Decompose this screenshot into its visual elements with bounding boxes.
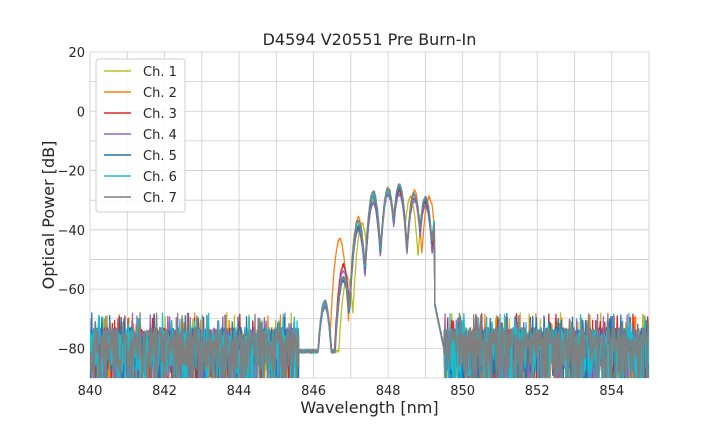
legend-label: Ch. 7 [143,191,177,206]
legend-label: Ch. 5 [143,149,177,164]
legend-label: Ch. 4 [143,128,177,143]
legend-box [95,58,186,213]
y-tick-label: −80 [58,342,85,357]
legend-label: Ch. 6 [143,170,177,185]
x-tick-label: 840 [78,384,103,399]
y-tick-label: −60 [58,283,85,298]
series-line-ch7 [90,183,649,378]
x-tick-label: 846 [301,384,326,399]
x-tick-label: 852 [525,384,550,399]
x-tick-label: 844 [227,384,252,399]
legend-label: Ch. 1 [143,65,177,80]
x-tick-label: 848 [376,384,401,399]
y-tick-label: 20 [68,46,85,61]
x-axis-label: Wavelength [nm] [300,398,438,417]
chart-title: D4594 V20551 Pre Burn-In [263,30,477,49]
x-tick-label: 854 [599,384,624,399]
series-layer [90,183,649,378]
y-tick-label: 0 [77,105,85,120]
legend-label: Ch. 2 [143,86,177,101]
legend: Ch. 1 Ch. 2 Ch. 3 Ch. 4 Ch. 5 Ch. 6 Ch. 7 [95,58,186,213]
y-axis-label: Optical Power [dB] [39,141,58,290]
y-tick-label: −40 [58,224,85,239]
x-tick-label: 850 [450,384,475,399]
x-tick-label: 842 [152,384,177,399]
legend-label: Ch. 3 [143,107,177,122]
y-tick-label: −20 [58,165,85,180]
y-axis-ticks: −80 −60 −40 −20 0 20 [58,46,85,357]
x-axis-ticks: 840 842 844 846 848 850 852 854 [78,384,625,399]
